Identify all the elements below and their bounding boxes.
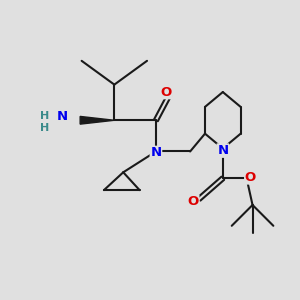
- Text: N: N: [217, 144, 228, 157]
- Text: N: N: [57, 110, 68, 123]
- Text: O: O: [188, 195, 199, 208]
- Polygon shape: [80, 116, 114, 124]
- Text: H: H: [40, 111, 49, 121]
- Text: N: N: [150, 146, 161, 160]
- Text: H: H: [40, 123, 49, 133]
- Text: O: O: [161, 85, 172, 98]
- Text: O: O: [245, 171, 256, 184]
